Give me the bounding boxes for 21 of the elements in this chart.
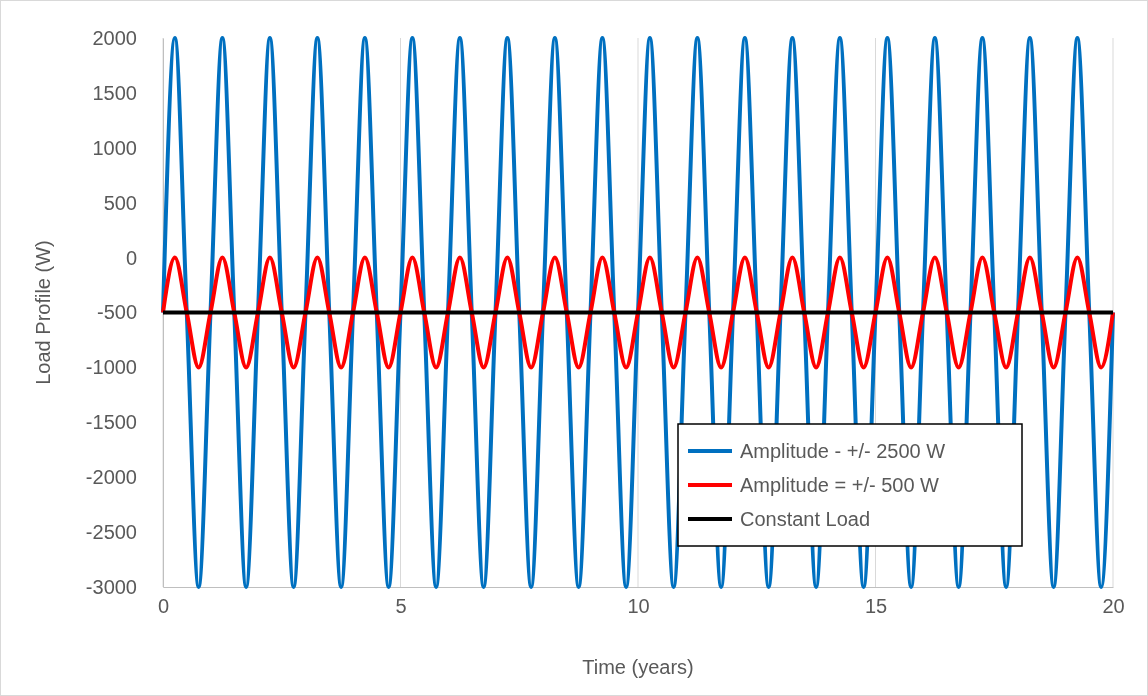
x-tick-label: 20 [1102,595,1125,618]
y-tick-label: -1500 [85,411,137,434]
y-tick-label: -3000 [85,575,137,598]
y-tick-label: -500 [96,301,137,324]
legend-label: Amplitude - +/- 2500 W [740,440,946,462]
x-tick-label: 10 [627,595,650,618]
legend-label: Amplitude = +/- 500 W [740,474,940,496]
x-tick-label: 5 [395,595,407,618]
x-tick-label: 15 [864,595,888,618]
x-tick-label: 0 [157,595,170,618]
y-tick-label: -2500 [85,521,137,543]
y-axis-title: Load Profile (W) [32,240,54,385]
x-axis-title: Time (years) [582,656,694,678]
y-tick-label: 1000 [92,136,137,159]
legend-label: Constant Load [740,508,871,530]
y-tick-label: 500 [103,191,137,214]
y-tick-label: 2000 [92,26,137,49]
y-tick-label: -1000 [85,356,137,379]
y-tick-label: -2000 [85,466,137,489]
y-tick-label: 1500 [92,81,137,104]
y-tick-label: 0 [125,246,137,269]
